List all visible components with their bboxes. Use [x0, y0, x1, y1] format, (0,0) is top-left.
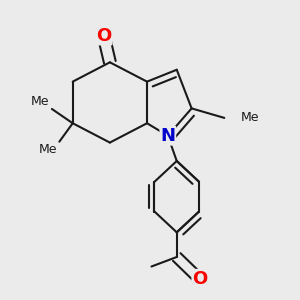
- Text: O: O: [96, 27, 112, 45]
- Text: O: O: [192, 270, 208, 288]
- Text: Me: Me: [31, 95, 50, 108]
- Text: Me: Me: [38, 142, 57, 156]
- Text: N: N: [160, 127, 175, 145]
- Text: Me: Me: [241, 111, 259, 124]
